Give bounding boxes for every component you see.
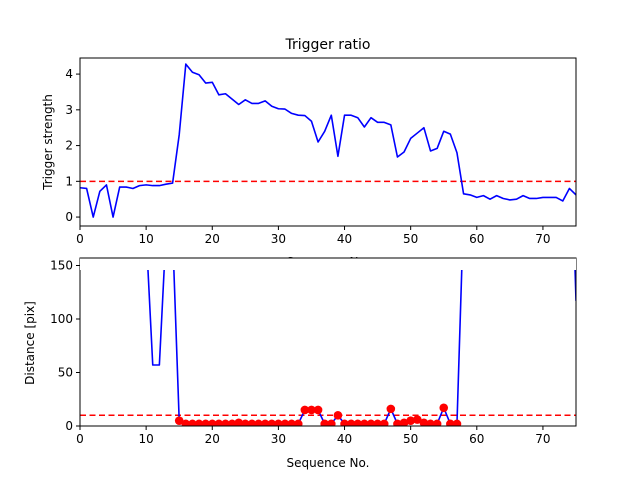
top-y-tick-label: 3 xyxy=(65,103,73,117)
bottom-data-point xyxy=(346,419,356,426)
bottom-y-tick-label: 100 xyxy=(50,312,73,326)
bottom-data-point xyxy=(406,416,415,425)
bottom-data-point xyxy=(201,419,210,426)
bottom-data-point xyxy=(241,419,250,426)
bottom-data-point xyxy=(432,419,442,426)
top-x-tick-label: 30 xyxy=(271,232,286,246)
bottom-data-point xyxy=(419,418,429,426)
bottom-data-point xyxy=(393,419,402,426)
top-x-tick-label: 60 xyxy=(469,232,484,246)
bottom-data-point xyxy=(386,404,396,414)
bottom-y-axis-title: Distance [pix] xyxy=(23,301,37,385)
bottom-x-tick-label: 70 xyxy=(535,432,550,446)
bottom-data-point xyxy=(274,419,283,426)
top-x-tick-label: 70 xyxy=(535,232,550,246)
top-series-line xyxy=(80,63,576,218)
bottom-data-point xyxy=(327,419,336,426)
bottom-data-point xyxy=(399,418,409,426)
bottom-data-point xyxy=(267,419,277,426)
bottom-data-point xyxy=(188,419,197,426)
bottom-data-point xyxy=(181,419,191,426)
top-y-tick-label: 1 xyxy=(65,174,73,188)
bottom-data-point xyxy=(353,419,363,426)
top-x-tick-label: 40 xyxy=(337,232,352,246)
bottom-plot-frame-top xyxy=(80,258,576,259)
top-x-tick-label: 50 xyxy=(403,232,418,246)
bottom-x-tick-label: 60 xyxy=(469,432,484,446)
bottom-data-point xyxy=(307,405,316,415)
top-x-tick-label: 10 xyxy=(138,232,153,246)
top-x-tick-label: 0 xyxy=(76,232,84,246)
bottom-data-point xyxy=(300,405,310,415)
bottom-data-point xyxy=(320,419,329,426)
bottom-x-tick-label: 30 xyxy=(271,432,286,446)
bottom-data-point xyxy=(333,410,343,420)
bottom-data-point xyxy=(207,419,217,426)
bottom-data-point xyxy=(313,405,323,415)
top-y-tick-label: 0 xyxy=(65,210,73,224)
bottom-x-tick-label: 10 xyxy=(138,432,153,446)
bottom-data-point xyxy=(280,419,290,426)
bottom-data-point xyxy=(234,418,244,426)
bottom-data-point xyxy=(360,419,369,426)
bottom-data-point xyxy=(452,419,462,426)
bottom-x-tick-label: 20 xyxy=(205,432,220,446)
bottom-y-tick-label: 150 xyxy=(50,258,73,272)
bottom-data-point xyxy=(221,419,230,426)
bottom-x-tick-label: 50 xyxy=(403,432,418,446)
bottom-data-point xyxy=(287,419,296,426)
top-x-tick-label: 20 xyxy=(205,232,220,246)
bottom-y-tick-label: 0 xyxy=(65,419,73,433)
bottom-data-point xyxy=(412,415,422,424)
bottom-data-point xyxy=(439,403,449,413)
bottom-data-point xyxy=(366,419,376,426)
top-y-axis-title: Trigger strength xyxy=(41,94,55,191)
bottom-data-point xyxy=(260,419,270,426)
bottom-data-point xyxy=(379,419,389,426)
bottom-data-point xyxy=(194,419,204,426)
bottom-data-point xyxy=(254,419,263,426)
bottom-data-point xyxy=(293,419,303,426)
bottom-data-point xyxy=(426,419,435,426)
bottom-y-tick-label: 50 xyxy=(58,365,73,379)
bottom-data-point xyxy=(446,419,455,426)
bottom-data-point xyxy=(214,419,224,426)
top-plot-frame xyxy=(79,57,577,227)
bottom-data-point xyxy=(340,419,349,426)
top-chart-title: Trigger ratio xyxy=(284,37,370,53)
bottom-data-point xyxy=(247,419,257,426)
top-x-title-mask xyxy=(80,258,576,270)
bottom-x-tick-label: 40 xyxy=(337,432,352,446)
bottom-data-point xyxy=(227,419,237,426)
bottom-data-point xyxy=(373,419,382,426)
bottom-x-tick-label: 0 xyxy=(76,432,84,446)
bottom-data-point xyxy=(174,416,184,425)
bottom-plot-frame xyxy=(79,257,577,427)
bottom-x-axis-title: Sequence No. xyxy=(287,456,370,470)
top-y-tick-label: 4 xyxy=(65,67,73,81)
top-y-tick-label: 2 xyxy=(65,139,73,153)
